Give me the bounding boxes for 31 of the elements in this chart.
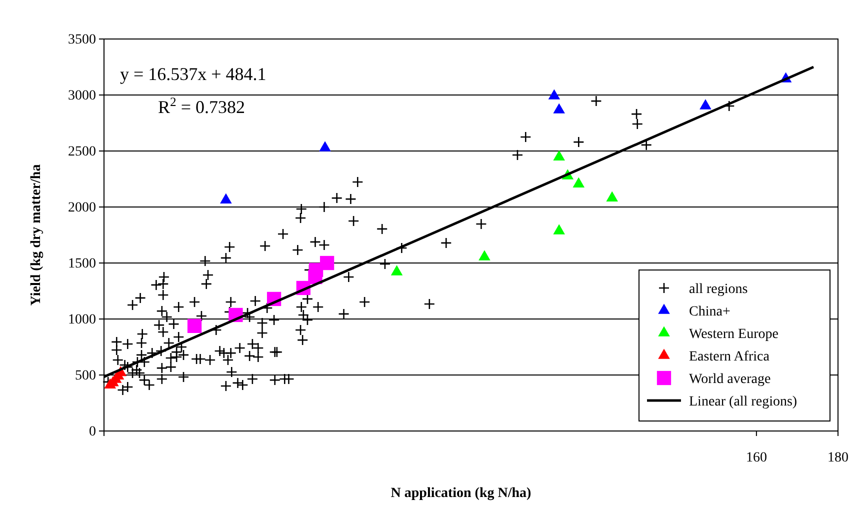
point: [390, 265, 403, 276]
x-tick-label: 180: [828, 450, 848, 466]
y-tick-label: 500: [75, 368, 96, 384]
y-tick-label: 2500: [68, 144, 96, 160]
point: [319, 141, 331, 152]
y-axis-title: Yield (kg dry matter/ha: [29, 164, 44, 306]
y-tick-label: 0: [89, 424, 96, 440]
annotation: R$^{2}$ = 0.7382: [158, 95, 245, 117]
point: [606, 191, 618, 202]
y-tick-label: 3500: [68, 32, 96, 48]
point: [700, 99, 712, 110]
annotation: y = 16.537x + 484.1: [120, 64, 266, 84]
y-tick-label: 3000: [68, 88, 96, 104]
legend-label: Eastern Africa: [689, 350, 770, 364]
point: [553, 150, 565, 160]
legend-label: World average: [689, 372, 771, 387]
y-tick-label: 1500: [68, 256, 96, 272]
y-tick-label: 1000: [68, 312, 96, 328]
point: [572, 177, 585, 188]
x-axis-title: N application (kg N/ha): [390, 486, 532, 501]
point: [220, 193, 232, 204]
legend-label: China+: [689, 304, 730, 320]
x-tick-label: 160: [746, 450, 767, 466]
y-tick-label: 2000: [68, 200, 96, 216]
point: [478, 250, 490, 260]
point: [548, 89, 560, 100]
legend-label: all regions: [689, 282, 748, 297]
legend-label: Linear (all regions): [689, 394, 798, 410]
point: [553, 224, 565, 234]
point: [553, 103, 565, 114]
legend-label: Western Europe: [689, 327, 778, 342]
